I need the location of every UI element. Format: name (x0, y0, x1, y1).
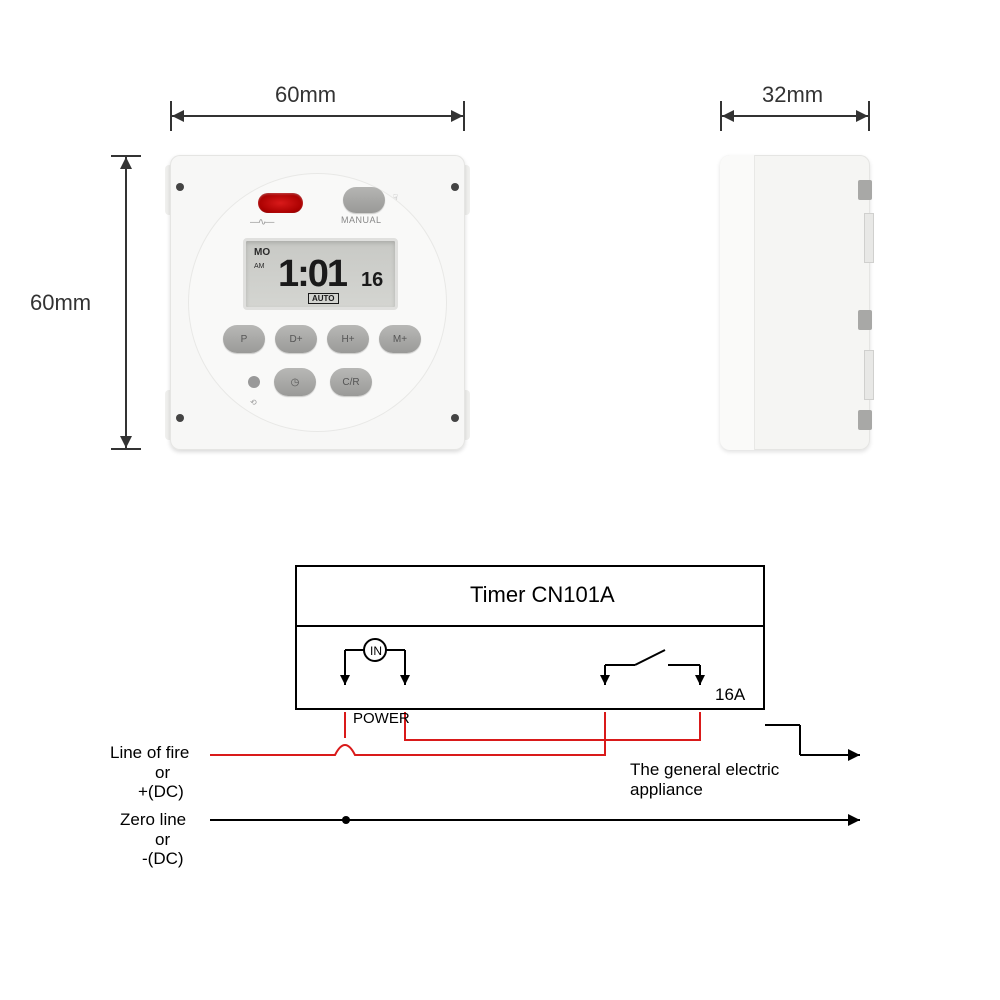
wiring-or1: or (155, 763, 170, 783)
cr-button[interactable]: C/R (330, 368, 372, 396)
lcd-ampm: AM (254, 263, 265, 270)
lcd-time: 1:01 (278, 253, 346, 296)
manual-button[interactable] (343, 187, 385, 213)
m-button[interactable]: M+ (379, 325, 421, 353)
side-terminal-2 (858, 310, 872, 330)
dim-height-label: 60mm (30, 290, 91, 316)
side-terminal-3 (858, 410, 872, 430)
lcd-day: MO (254, 247, 270, 258)
dim-height-line (125, 155, 127, 450)
device-side-view (720, 155, 870, 450)
side-clip-2 (864, 350, 874, 400)
wiring-line-fire: Line of fire (110, 743, 189, 763)
wiring-appliance1: The general electric (630, 760, 779, 780)
lcd-mode: AUTO (308, 293, 339, 304)
side-front-edge (720, 155, 755, 450)
wiring-minus-dc: -(DC) (142, 849, 184, 869)
h-button[interactable]: H+ (327, 325, 369, 353)
led-indicator (258, 193, 303, 213)
device-front-view: —∿— MANUAL ☟ MO AM 1:01 16 AUTO P D+ H+ … (170, 155, 465, 450)
wave-mark-left: —∿— (250, 217, 272, 228)
wiring-wires (100, 550, 900, 930)
dim-width-line (170, 115, 465, 117)
wiring-or2: or (155, 830, 170, 850)
reset-pinhole[interactable] (248, 376, 260, 388)
dim-width-label: 60mm (275, 82, 336, 108)
wiring-zero-line: Zero line (120, 810, 186, 830)
circle-panel: —∿— MANUAL ☟ MO AM 1:01 16 AUTO P D+ H+ … (188, 173, 447, 432)
wiring-diagram: Timer CN101A IN 16A (100, 550, 900, 930)
wiring-appliance2: appliance (630, 780, 703, 800)
side-clip-1 (864, 213, 874, 263)
dim-depth-line (720, 115, 870, 117)
reset-icon-label: ⟲ (250, 398, 257, 407)
side-terminal-1 (858, 180, 872, 200)
d-button[interactable]: D+ (275, 325, 317, 353)
dim-depth-label: 32mm (762, 82, 823, 108)
lcd-seconds: 16 (361, 269, 383, 292)
clock-button[interactable]: ◷ (274, 368, 316, 396)
wiring-power-label: POWER (353, 710, 410, 727)
manual-label: MANUAL (341, 215, 382, 225)
p-button[interactable]: P (223, 325, 265, 353)
lcd-display: MO AM 1:01 16 AUTO (243, 238, 398, 310)
wiring-plus-dc: +(DC) (138, 782, 184, 802)
hand-icon: ☟ (393, 193, 396, 202)
